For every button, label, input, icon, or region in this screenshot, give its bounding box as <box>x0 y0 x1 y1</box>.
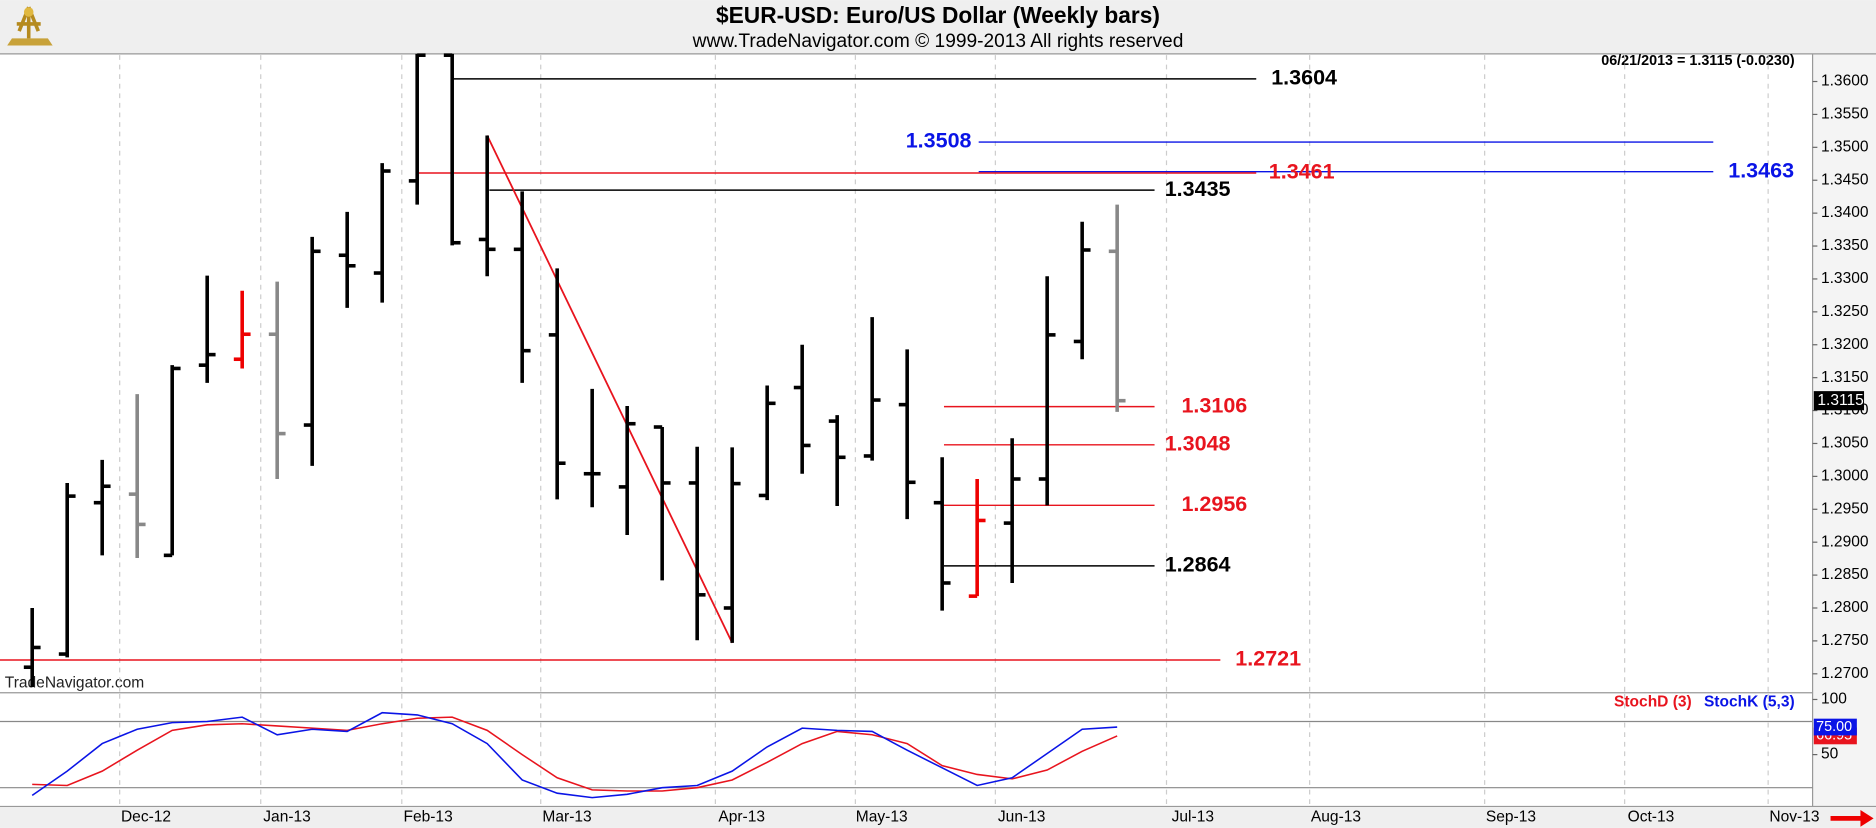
x-tick-label: Mar-13 <box>542 808 591 825</box>
x-tick-label: Apr-13 <box>718 808 765 825</box>
date-axis-band <box>0 806 1876 828</box>
y-tick-label: 1.3300 <box>1821 270 1869 287</box>
x-tick-label: Sep-13 <box>1486 808 1536 825</box>
y-tick-label: 1.2950 <box>1821 500 1869 517</box>
watermark: TradeNavigator.com <box>5 674 144 691</box>
x-tick-label: Nov-13 <box>1769 808 1819 825</box>
x-tick-label: Dec-12 <box>121 808 171 825</box>
y-tick-label: 100 <box>1821 691 1847 708</box>
chart-title: $EUR-USD: Euro/US Dollar (Weekly bars) <box>716 2 1160 28</box>
stoch-line <box>32 716 1118 792</box>
y-tick-label: 1.3200 <box>1821 336 1869 353</box>
level-label: 1.3435 <box>1165 177 1231 201</box>
x-tick-label: Aug-13 <box>1311 808 1361 825</box>
level-label: 1.3461 <box>1269 160 1335 184</box>
y-tick-label: 1.3250 <box>1821 303 1869 320</box>
value-tag-label: 75.00 <box>1816 719 1852 735</box>
price-tag-label: 1.3115 <box>1817 392 1863 409</box>
x-tick-label: Jun-13 <box>998 808 1046 825</box>
y-tick-label: 1.3600 <box>1821 73 1869 90</box>
x-tick-label: May-13 <box>856 808 908 825</box>
price-tag <box>1813 391 1865 411</box>
legend-entry: StochD (3) <box>1614 693 1692 710</box>
y-tick-label: 1.2850 <box>1821 566 1869 583</box>
level-label: 1.2721 <box>1235 647 1301 671</box>
y-tick-label: 1.2900 <box>1821 533 1869 550</box>
y-tick-label: 1.3550 <box>1821 106 1869 123</box>
header-band <box>0 0 1876 54</box>
stoch-line <box>31 711 1118 799</box>
level-label: 1.2956 <box>1181 492 1247 516</box>
y-tick-label: 1.2750 <box>1821 632 1869 649</box>
x-tick-label: Oct-13 <box>1628 808 1675 825</box>
y-tick-label: 1.3350 <box>1821 237 1869 254</box>
y-tick-label: 1.3050 <box>1821 435 1869 452</box>
scroll-arrow[interactable] <box>1830 810 1874 827</box>
x-tick-label: Jan-13 <box>263 808 311 825</box>
y-tick-label: 1.3450 <box>1821 171 1869 188</box>
y-tick-label: 1.3400 <box>1821 204 1869 221</box>
y-tick-label: 1.2700 <box>1821 665 1869 682</box>
level-label: 1.3604 <box>1271 66 1337 90</box>
level-label: 1.3508 <box>906 129 972 153</box>
x-tick-label: Jul-13 <box>1172 808 1214 825</box>
quote: 06/21/2013 = 1.3115 (-0.0230) <box>1601 53 1795 69</box>
trend-line <box>486 135 733 644</box>
price-axis-band <box>1812 53 1876 828</box>
level-label: 1.3048 <box>1165 431 1231 455</box>
legend-entry: StochK (5,3) <box>1704 693 1795 710</box>
level-label: 1.3106 <box>1181 393 1247 417</box>
logo <box>7 6 53 46</box>
y-tick-label: 1.3000 <box>1821 467 1869 484</box>
x-tick-label: Feb-13 <box>403 808 452 825</box>
level-label: 1.3463 <box>1728 158 1794 182</box>
value-tag <box>1813 718 1857 736</box>
y-tick-label: 1.2800 <box>1821 599 1869 616</box>
y-tick-label: 1.3150 <box>1821 369 1869 386</box>
y-tick-label: 50 <box>1821 746 1839 763</box>
level-label: 1.2864 <box>1165 553 1231 577</box>
chart-subtitle: www.TradeNavigator.com © 1999-2013 All r… <box>692 31 1184 52</box>
y-tick-label: 1.3500 <box>1821 138 1869 155</box>
